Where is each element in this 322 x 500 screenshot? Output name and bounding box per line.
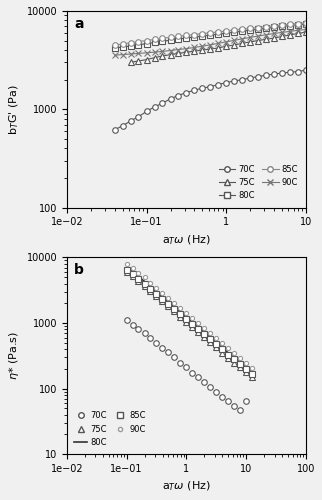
Text: b: b <box>74 264 84 278</box>
X-axis label: a$_T$$\omega$ (Hz): a$_T$$\omega$ (Hz) <box>162 233 211 246</box>
Legend: 70C, 75C, 80C, 85C, 90C: 70C, 75C, 80C, 85C, 90C <box>215 162 302 203</box>
Text: a: a <box>74 17 83 31</box>
X-axis label: a$_T$$\omega$ (Hz): a$_T$$\omega$ (Hz) <box>162 480 211 493</box>
Y-axis label: b$_T$G' (Pa): b$_T$G' (Pa) <box>7 84 21 134</box>
Y-axis label: $\eta$* (Pa.s): $\eta$* (Pa.s) <box>7 332 21 380</box>
Legend: 70C, 75C, 80C, 85C, 90C: 70C, 75C, 80C, 85C, 90C <box>71 408 149 450</box>
